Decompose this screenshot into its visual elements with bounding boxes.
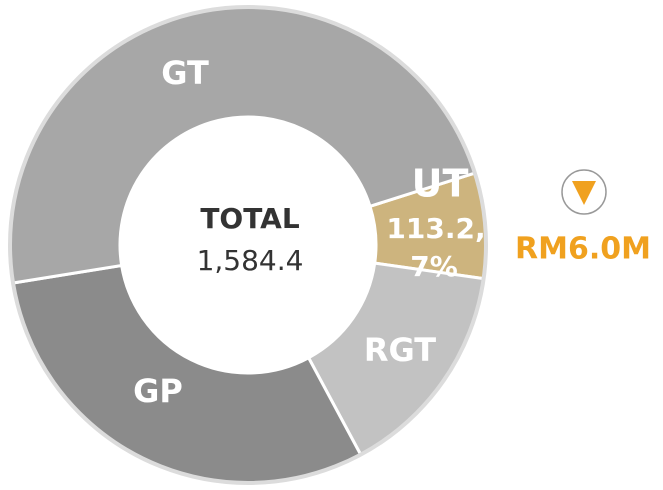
segment-label: RGT	[364, 331, 436, 369]
donut-segment	[11, 263, 363, 485]
change-label: RM6.0M	[515, 232, 651, 267]
segment-value-label: 113.2,	[386, 212, 485, 245]
total-title: TOTAL	[200, 202, 299, 235]
outer-ring	[8, 5, 488, 485]
total-value: 1,584.4	[197, 244, 304, 277]
segment-percent-label: 7%	[410, 250, 458, 283]
change-arrow	[572, 181, 596, 205]
segment-label: GT	[161, 54, 209, 92]
segment-label: UT	[412, 162, 469, 206]
segment-label: GP	[133, 372, 183, 410]
